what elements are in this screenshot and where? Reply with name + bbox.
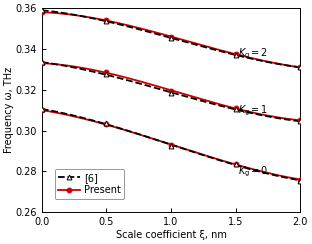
Legend: [6], Present: [6], Present	[55, 169, 124, 199]
Text: $K_{\mathrm{g}}=2$: $K_{\mathrm{g}}=2$	[238, 47, 268, 61]
Text: $K_{\mathrm{g}}=0$: $K_{\mathrm{g}}=0$	[238, 165, 269, 179]
Y-axis label: Frequency ω, THz: Frequency ω, THz	[4, 67, 14, 153]
X-axis label: Scale coefficient ξ, nm: Scale coefficient ξ, nm	[115, 230, 227, 240]
Text: $K_{\mathrm{g}}=1$: $K_{\mathrm{g}}=1$	[238, 104, 268, 118]
